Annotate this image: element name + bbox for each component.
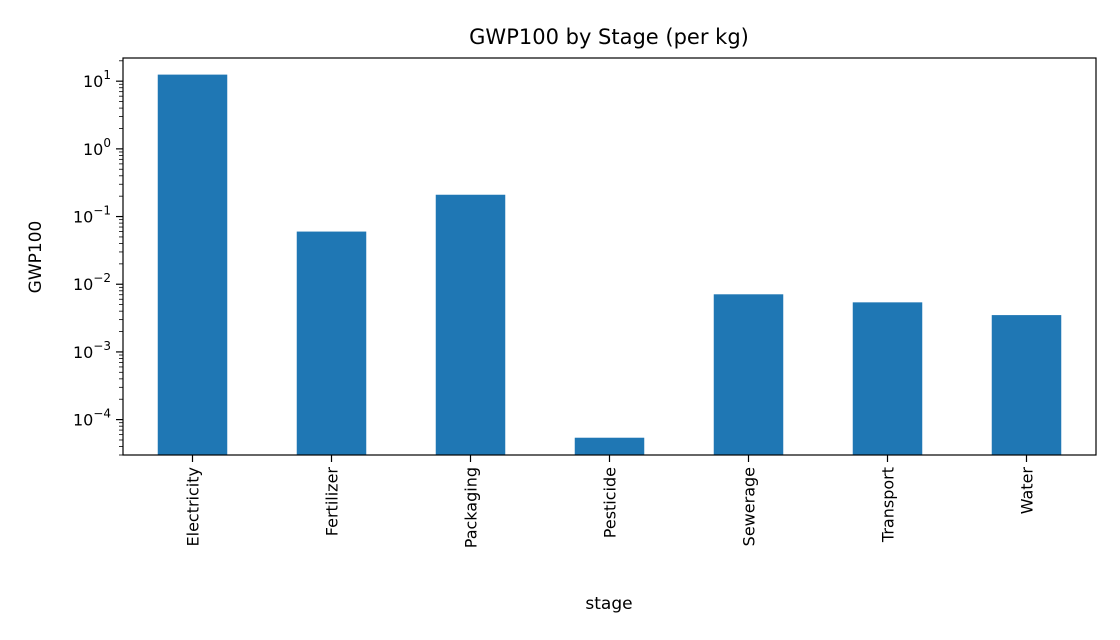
bar-sewerage xyxy=(713,294,784,455)
bar-transport xyxy=(852,302,923,455)
y-tick-label: 101 xyxy=(83,68,111,91)
bar-pesticide xyxy=(574,437,645,455)
x-tick-label: Fertilizer xyxy=(323,467,342,537)
chart-title: GWP100 by Stage (per kg) xyxy=(469,25,749,49)
x-tick-label: Water xyxy=(1018,467,1037,515)
x-tick-label: Sewerage xyxy=(740,467,759,546)
x-tick-label: Transport xyxy=(879,467,898,543)
y-axis-ticks: 101 100 10−1 10−2 10−3 10−4 xyxy=(73,60,123,456)
y-tick-label: 10−1 xyxy=(73,204,111,227)
bars-group xyxy=(157,74,1062,455)
x-axis-label: stage xyxy=(585,594,632,614)
y-axis-label: GWP100 xyxy=(26,221,46,294)
plot-frame xyxy=(122,57,1097,456)
x-tick-label: Packaging xyxy=(462,467,481,548)
bar-water xyxy=(991,315,1062,455)
x-tick-label: Electricity xyxy=(184,467,203,546)
x-tick-label: Pesticide xyxy=(601,467,620,538)
bar-electricity xyxy=(157,74,228,455)
x-axis-ticks: Electricity Fertilizer Packaging Pesticide S… xyxy=(184,455,1037,548)
bar-packaging xyxy=(435,194,506,455)
y-tick-label: 10−4 xyxy=(73,407,111,430)
y-tick-label: 100 xyxy=(83,136,111,159)
y-tick-label: 10−2 xyxy=(73,271,111,294)
bar-fertilizer xyxy=(296,231,367,455)
y-tick-label: 10−3 xyxy=(73,339,111,362)
